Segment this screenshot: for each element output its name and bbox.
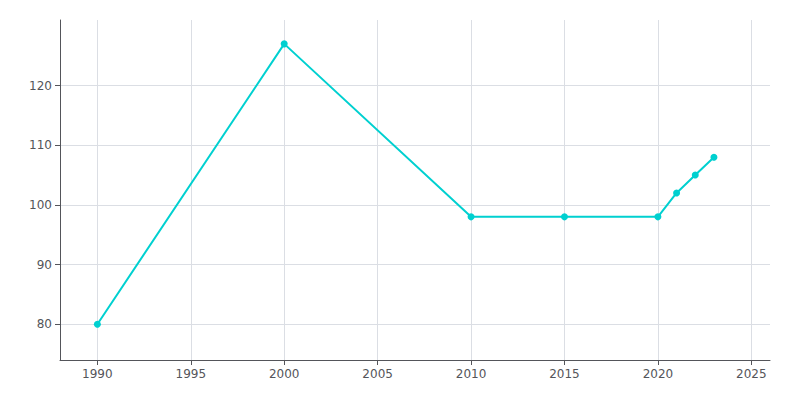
svg-text:2020: 2020 bbox=[643, 367, 674, 381]
svg-text:120: 120 bbox=[29, 79, 52, 93]
svg-text:2015: 2015 bbox=[549, 367, 580, 381]
svg-text:1990: 1990 bbox=[82, 367, 113, 381]
svg-text:2005: 2005 bbox=[362, 367, 393, 381]
svg-text:80: 80 bbox=[37, 317, 52, 331]
svg-text:100: 100 bbox=[29, 198, 52, 212]
svg-text:2025: 2025 bbox=[736, 367, 767, 381]
svg-text:2010: 2010 bbox=[456, 367, 487, 381]
svg-text:1995: 1995 bbox=[176, 367, 207, 381]
svg-text:110: 110 bbox=[29, 138, 52, 152]
svg-text:2000: 2000 bbox=[269, 367, 300, 381]
svg-text:90: 90 bbox=[37, 258, 52, 272]
